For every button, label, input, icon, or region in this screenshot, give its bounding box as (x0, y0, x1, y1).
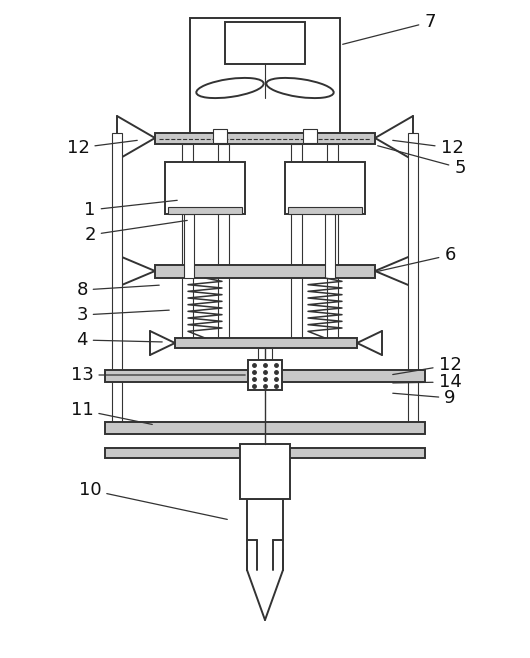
Bar (218, 144, 229, 340)
Bar (408, 133, 418, 430)
Bar (291, 144, 302, 340)
Bar (213, 129, 227, 143)
Bar (303, 129, 317, 143)
Bar (175, 338, 357, 348)
Bar (105, 370, 425, 382)
Bar (105, 448, 425, 458)
Text: 12: 12 (393, 139, 463, 157)
Text: 10: 10 (78, 481, 227, 519)
Bar (225, 22, 305, 64)
Text: 4: 4 (76, 331, 162, 349)
Text: 6: 6 (378, 246, 456, 271)
Text: 8: 8 (76, 281, 159, 299)
Bar (327, 144, 338, 340)
Bar (288, 207, 362, 214)
Bar (155, 133, 375, 144)
Ellipse shape (196, 78, 264, 98)
Bar (258, 348, 272, 370)
Bar (165, 162, 245, 214)
Bar (112, 133, 122, 430)
Text: 5: 5 (378, 145, 466, 177)
Bar (184, 214, 194, 278)
Bar (182, 144, 193, 340)
Text: 3: 3 (76, 306, 169, 324)
Bar (155, 265, 375, 278)
Bar (105, 422, 425, 434)
Bar (240, 444, 290, 499)
Text: 2: 2 (84, 220, 187, 244)
Bar (325, 214, 335, 278)
Text: 7: 7 (343, 13, 436, 44)
Bar (248, 360, 282, 390)
Text: 11: 11 (70, 401, 152, 424)
Text: 12: 12 (393, 356, 462, 374)
Text: 14: 14 (393, 373, 462, 391)
Bar (168, 207, 242, 214)
Text: 9: 9 (393, 389, 456, 407)
Text: 13: 13 (70, 366, 245, 384)
Bar (190, 18, 340, 133)
Text: 1: 1 (84, 200, 177, 219)
Ellipse shape (266, 78, 334, 98)
Bar (285, 162, 365, 214)
Text: 12: 12 (67, 139, 137, 157)
